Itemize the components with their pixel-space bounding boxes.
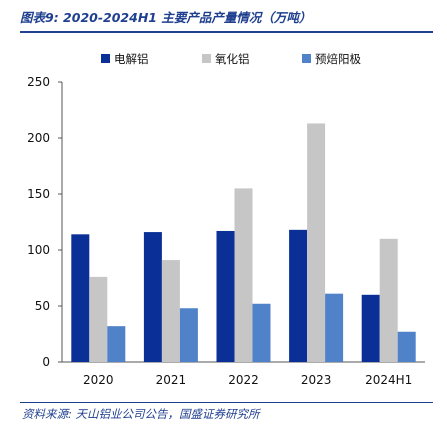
bar [289, 229, 308, 362]
legend-swatch [302, 54, 311, 63]
bar [143, 232, 162, 362]
x-tick-label: 2020 [83, 373, 114, 387]
bar [325, 293, 344, 362]
legend-label: 预焙阳极 [315, 52, 361, 66]
bar [234, 188, 253, 362]
bars [71, 123, 416, 362]
x-tick-label: 2023 [301, 373, 332, 387]
x-tick-label: 2022 [228, 373, 259, 387]
bar [89, 276, 108, 362]
y-tick-label: 200 [27, 131, 50, 145]
y-tick-label: 150 [27, 187, 50, 201]
source-note: 资料来源: 天山铝业公司公告，国盛证券研究所 [22, 407, 260, 421]
y-tick-label: 250 [27, 75, 50, 89]
x-tick-label: 2021 [156, 373, 187, 387]
legend-swatch [101, 54, 110, 63]
bar [71, 234, 90, 362]
bar [107, 326, 126, 362]
bar [361, 294, 380, 362]
chart-title: 图表9: 2020-2024H1 主要产品产量情况（万吨） [20, 10, 312, 25]
x-tick-label: 2024H1 [365, 373, 412, 387]
y-tick-label: 50 [35, 299, 50, 313]
bar [252, 303, 271, 362]
legend-label: 电解铝 [114, 52, 149, 66]
y-axis: 0 50 100 150 200 250 [27, 75, 63, 369]
legend-label: 氧化铝 [215, 52, 250, 66]
source-divider [20, 402, 433, 403]
x-axis: 2020 2021 2022 2023 2024H1 [62, 361, 425, 387]
title-divider [20, 31, 433, 33]
bar [307, 123, 326, 362]
bar [161, 260, 180, 362]
bar [379, 238, 398, 362]
legend-swatch [202, 54, 211, 63]
y-tick-label: 100 [27, 243, 50, 257]
bar [216, 230, 235, 362]
legend: 电解铝 氧化铝 预焙阳极 [101, 52, 361, 66]
bar [179, 308, 198, 362]
y-tick-label: 0 [42, 355, 50, 369]
bar [397, 331, 416, 362]
